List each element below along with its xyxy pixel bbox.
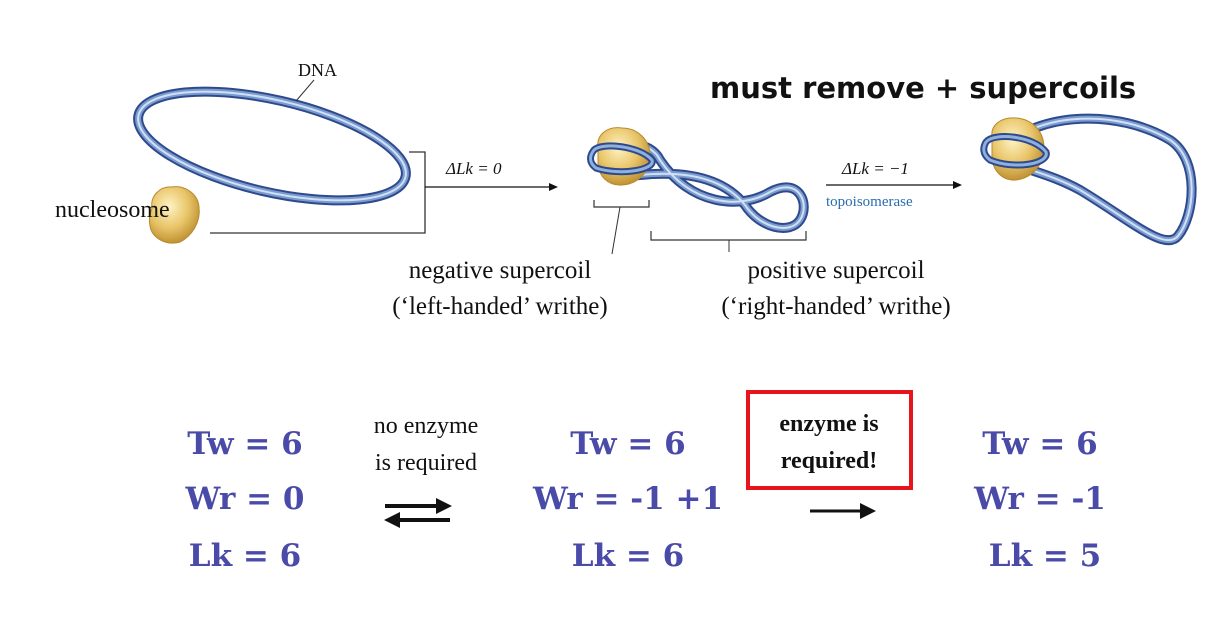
forward-arrow-icon — [425, 183, 558, 191]
negative-supercoil-bracket — [593, 200, 650, 208]
negative-supercoil-label: negative supercoil — [409, 257, 592, 284]
state-3-tw: Tw = 6 — [982, 426, 1097, 462]
nucleosome-2 — [587, 127, 656, 186]
state-1-wr: Wr = 0 — [185, 481, 305, 517]
right-handed-label: (‘right-handed’ writhe) — [721, 293, 950, 320]
dna-leader-line — [295, 79, 315, 102]
enzyme-required-line-2: required! — [781, 448, 877, 474]
relaxed-dna-loop — [133, 86, 411, 206]
figure-eight-dna — [601, 140, 809, 233]
state-2-equations: Tw = 6 Wr = -1 +1 Lk = 6 — [532, 426, 723, 574]
supercoiled-dna-loop — [993, 113, 1197, 246]
state-3-lk: Lk = 5 — [989, 538, 1101, 574]
state-1-tw: Tw = 6 — [187, 426, 302, 462]
state-2-lk: Lk = 6 — [572, 538, 684, 574]
state-3-equations: Tw = 6 Wr = -1 Lk = 5 — [973, 426, 1106, 574]
state-3-wr: Wr = -1 — [973, 481, 1106, 517]
delta-lk-minus-one-label: ΔLk = −1 — [841, 159, 909, 178]
no-enzyme-line-2: is required — [375, 450, 477, 476]
dna-label: DNA — [298, 60, 337, 80]
forward-arrow-icon — [826, 181, 962, 189]
no-enzyme-line-1: no enzyme — [374, 413, 479, 439]
negative-supercoil-leader — [611, 206, 621, 255]
enzyme-required-box — [746, 390, 913, 490]
topoisomerase-label: topoisomerase — [826, 194, 913, 210]
left-handed-label: (‘left-handed’ writhe) — [392, 293, 607, 320]
nucleosome-1 — [148, 186, 200, 244]
forward-arrow-icon — [810, 503, 876, 519]
nucleosome-label: nucleosome — [55, 197, 170, 223]
positive-supercoil-label: positive supercoil — [747, 257, 924, 284]
state-1-lk: Lk = 6 — [189, 538, 301, 574]
enzyme-required-line-1: enzyme is — [779, 411, 878, 437]
delta-lk-zero-label: ΔLk = 0 — [445, 159, 502, 178]
reversible-arrow-icon — [384, 498, 452, 528]
state-2-wr: Wr = -1 +1 — [532, 481, 723, 517]
state-2-tw: Tw = 6 — [570, 426, 685, 462]
headline-text: must remove + supercoils — [710, 71, 1136, 105]
state-1-equations: Tw = 6 Wr = 0 Lk = 6 — [185, 426, 305, 574]
nucleosome-3 — [980, 117, 1050, 181]
loop-bracket — [210, 151, 426, 234]
